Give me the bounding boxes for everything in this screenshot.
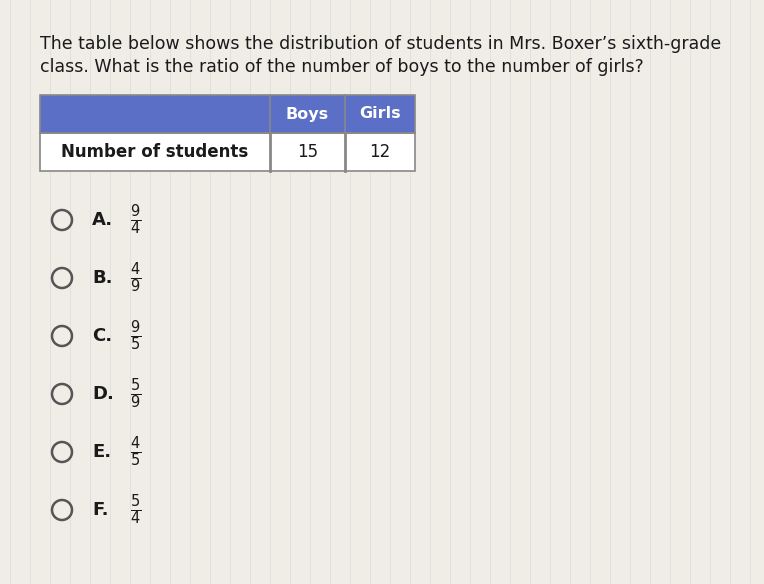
Text: $\mathregular{\frac{4}{9}}$: $\mathregular{\frac{4}{9}}$ (130, 260, 141, 296)
Text: D.: D. (92, 385, 114, 403)
Text: Boys: Boys (286, 106, 329, 121)
Text: The table below shows the distribution of students in Mrs. Boxer’s sixth-grade: The table below shows the distribution o… (40, 35, 721, 53)
Text: $\mathregular{\frac{4}{5}}$: $\mathregular{\frac{4}{5}}$ (130, 434, 141, 470)
Text: 12: 12 (369, 143, 390, 161)
Text: E.: E. (92, 443, 111, 461)
Text: B.: B. (92, 269, 112, 287)
Text: Number of students: Number of students (61, 143, 248, 161)
Text: C.: C. (92, 327, 112, 345)
Text: class. What is the ratio of the number of boys to the number of girls?: class. What is the ratio of the number o… (40, 58, 644, 76)
Text: $\mathregular{\frac{9}{5}}$: $\mathregular{\frac{9}{5}}$ (130, 319, 141, 353)
Text: Girls: Girls (359, 106, 401, 121)
Text: $\mathregular{\frac{5}{4}}$: $\mathregular{\frac{5}{4}}$ (130, 493, 141, 527)
Text: $\mathregular{\frac{5}{9}}$: $\mathregular{\frac{5}{9}}$ (130, 377, 141, 411)
Text: $\mathregular{\frac{9}{4}}$: $\mathregular{\frac{9}{4}}$ (130, 203, 141, 237)
Text: 15: 15 (297, 143, 318, 161)
Text: A.: A. (92, 211, 113, 229)
Text: F.: F. (92, 501, 108, 519)
Bar (40, 95, 415, 133)
Bar (40, 133, 415, 171)
Bar (40, 95, 415, 133)
